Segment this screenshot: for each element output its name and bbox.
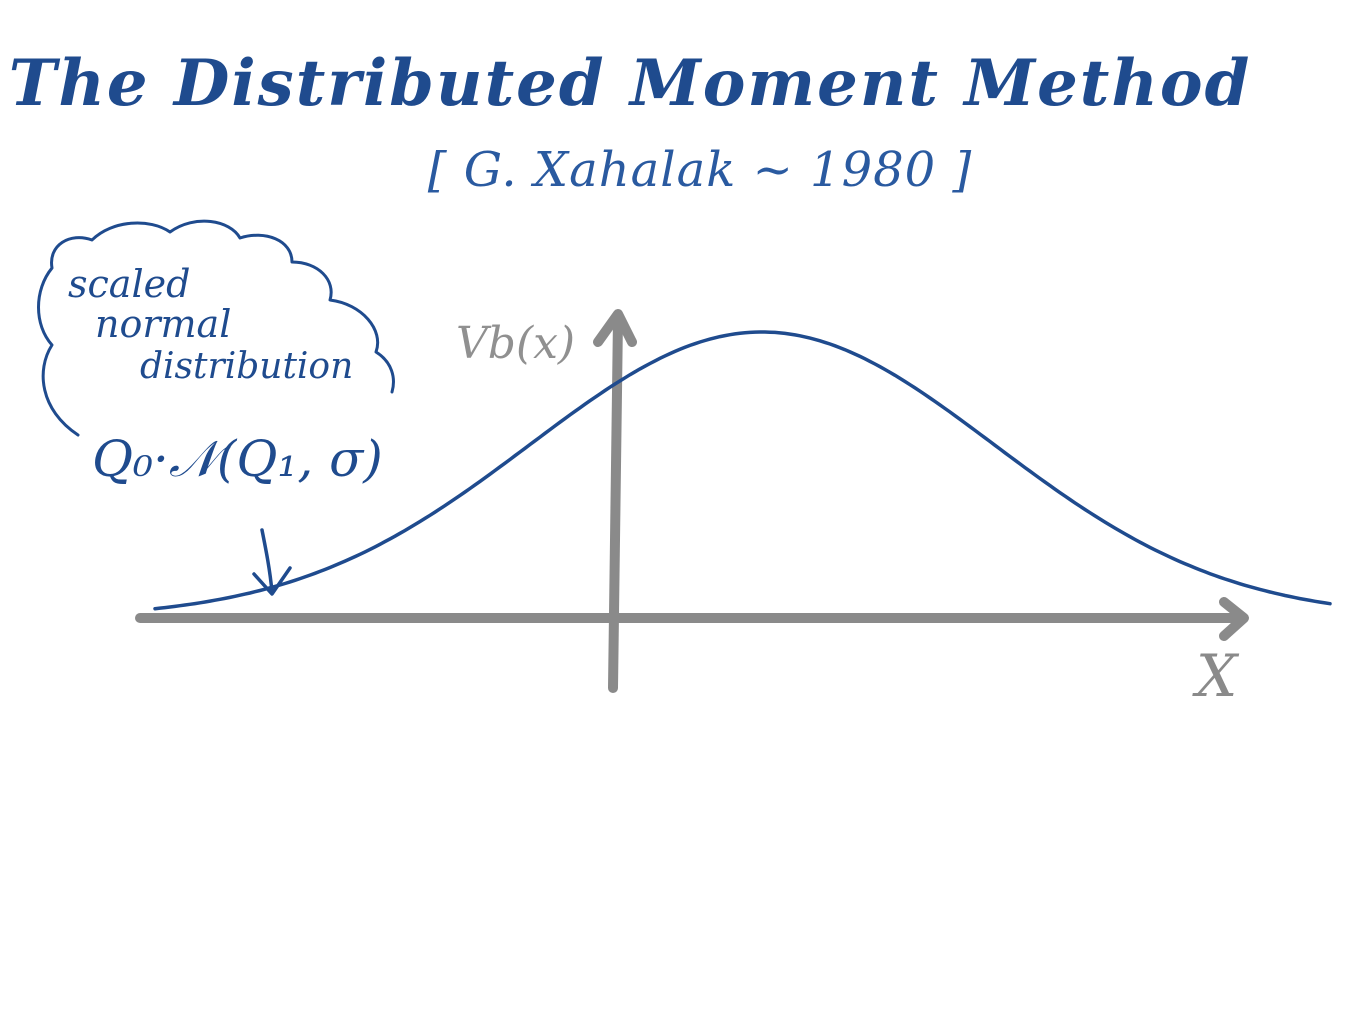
annotation-formula: Q₀·𝒩(Q₁, σ) (92, 430, 383, 488)
annotation-line-1: scaled (68, 262, 191, 306)
x-axis-label: X (1196, 642, 1238, 710)
annotation-line-3: distribution (140, 346, 354, 387)
diagram-citation: [ G. Xahalak ~ 1980 ] (427, 142, 973, 198)
diagram-title: The Distributed Moment Method (8, 46, 1252, 121)
normal-distribution-curve (153, 330, 1332, 611)
y-axis-label: Vb(x) (456, 318, 576, 369)
x-axis-arrowhead (1219, 597, 1249, 641)
y-axis-arrowhead (593, 309, 637, 347)
annotation-line-2: normal (95, 302, 232, 346)
annotation-cloud (37, 219, 395, 437)
y-axis (608, 313, 623, 693)
